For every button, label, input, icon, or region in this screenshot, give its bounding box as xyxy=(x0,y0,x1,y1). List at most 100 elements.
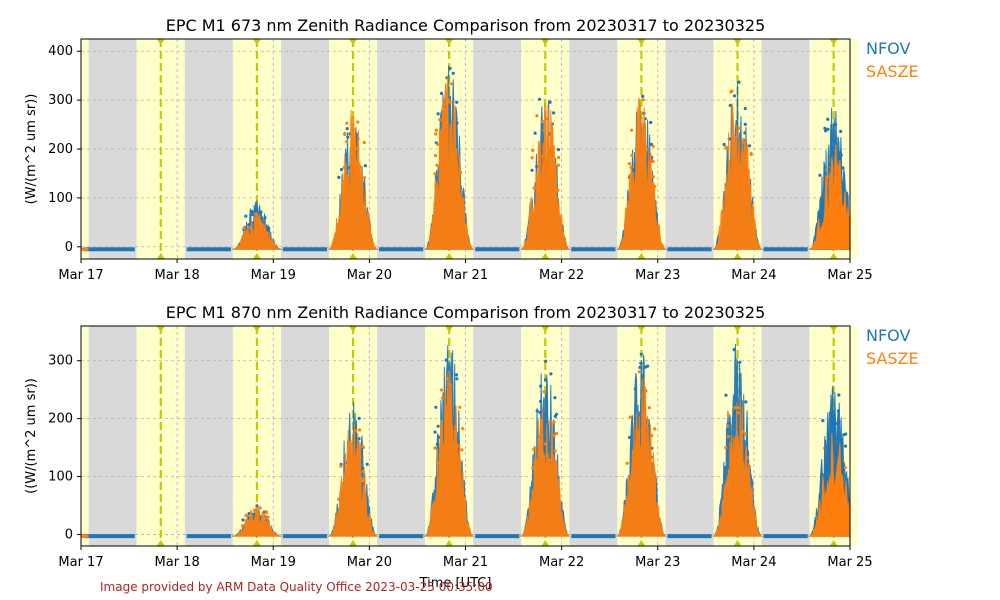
solar-noon-marker-bottom xyxy=(156,540,165,546)
solar-noon-marker-top xyxy=(156,326,165,332)
sasze-point xyxy=(264,511,268,515)
nfov-point xyxy=(743,106,747,111)
sasze-point xyxy=(532,186,536,190)
sasze-point xyxy=(743,432,748,436)
solar-noon-marker-top xyxy=(829,326,838,332)
sasze-point xyxy=(457,444,461,448)
sasze-point xyxy=(543,442,548,446)
chart-title: EPC M1 673 nm Zenith Radiance Comparison… xyxy=(166,16,766,35)
sasze-point xyxy=(450,82,454,86)
solar-noon-marker-bottom xyxy=(541,253,550,259)
x-tick-label: Mar 25 xyxy=(827,268,872,283)
sasze-point xyxy=(243,230,248,234)
nfov-point xyxy=(837,393,841,397)
nfov-point xyxy=(250,210,254,214)
solar-noon-marker-bottom xyxy=(252,253,261,259)
solar-noon-marker-bottom xyxy=(829,540,838,546)
nfov-point xyxy=(549,372,553,376)
sasze-point xyxy=(440,396,444,400)
x-tick-label: Mar 22 xyxy=(539,268,584,283)
nfov-point xyxy=(337,175,341,179)
solar-noon-marker-top xyxy=(829,39,838,45)
y-tick-label: 0 xyxy=(65,240,73,255)
sasze-point xyxy=(259,228,264,232)
chart-title: EPC M1 870 nm Zenith Radiance Comparison… xyxy=(166,303,766,322)
sasze-day-trace xyxy=(712,396,764,538)
solar-noon-marker-top xyxy=(541,39,550,45)
sasze-point xyxy=(361,445,365,449)
data-layer xyxy=(81,65,850,252)
nfov-point xyxy=(363,164,367,168)
solar-noon-marker-top xyxy=(733,326,742,332)
nfov-point xyxy=(439,91,444,95)
sasze-point xyxy=(361,469,366,474)
sasze-point xyxy=(244,513,248,518)
sasze-point xyxy=(644,443,649,447)
night-band xyxy=(761,326,810,546)
nfov-point xyxy=(539,384,543,388)
sasze-day-trace xyxy=(521,102,571,250)
x-tick-label: Mar 18 xyxy=(155,555,200,570)
sasze-point xyxy=(544,117,549,121)
y-tick-label: 100 xyxy=(48,191,73,206)
sasze-point xyxy=(650,434,654,438)
sasze-point xyxy=(539,439,543,443)
solar-noon-marker-top xyxy=(349,326,358,332)
y-tick-label: 300 xyxy=(48,354,73,369)
sasze-point xyxy=(741,139,745,143)
sasze-day-trace xyxy=(616,375,667,537)
x-axis-label: Time [UTC] xyxy=(419,576,492,591)
sasze-point xyxy=(437,461,441,465)
solar-noon-marker-top xyxy=(252,326,261,332)
legend-entry-nfov: NFOV xyxy=(866,326,910,345)
nfov-point xyxy=(639,361,643,365)
solar-noon-marker-top xyxy=(733,39,742,45)
sasze-point xyxy=(356,120,360,124)
sasze-point xyxy=(446,98,450,102)
sasze-point xyxy=(354,429,358,433)
x-tick-label: Mar 21 xyxy=(443,268,488,283)
sasze-point xyxy=(353,463,357,468)
solar-noon-marker-top xyxy=(445,326,454,332)
sasze-point xyxy=(541,154,545,158)
nfov-point xyxy=(434,405,438,409)
legend-entry-nfov: NFOV xyxy=(866,39,910,58)
sasze-point xyxy=(535,114,539,118)
sasze-point xyxy=(362,140,366,145)
nfov-point xyxy=(259,210,263,214)
solar-noon-marker-bottom xyxy=(637,253,646,259)
sasze-point xyxy=(354,147,358,151)
nfov-point xyxy=(241,518,245,522)
night-band xyxy=(569,326,618,546)
sasze-day-trace xyxy=(808,433,850,537)
nfov-point xyxy=(361,466,365,470)
sasze-day-trace xyxy=(519,408,571,537)
x-tick-label: Mar 22 xyxy=(539,555,584,570)
solar-noon-marker-bottom xyxy=(156,253,165,259)
panel-870nm: 0 100 200 300 Mar 17 Mar 18 Mar 19 Mar 20 Mar 21… xyxy=(24,303,919,591)
nfov-point xyxy=(535,409,539,413)
sasze-point xyxy=(261,512,266,516)
sasze-point xyxy=(653,427,657,431)
sasze-point xyxy=(362,176,367,180)
nfov-point xyxy=(451,71,455,75)
solar-noon-marker-bottom xyxy=(252,540,261,546)
y-axis-label: (W/(m^2 um sr)) xyxy=(24,94,39,205)
nfov-point xyxy=(263,216,267,220)
sasze-point xyxy=(439,388,444,392)
solar-noon-marker-top xyxy=(252,39,261,45)
sasze-point xyxy=(532,447,536,451)
night-band xyxy=(88,326,137,546)
nfov-point xyxy=(728,103,732,107)
nfov-point xyxy=(839,129,843,133)
sasze-point xyxy=(241,235,245,239)
solar-noon-marker-bottom xyxy=(349,253,358,259)
solar-noon-marker-bottom xyxy=(637,540,646,546)
x-axis: Mar 17 Mar 18 Mar 19 Mar 20 Mar 21 Mar 22 Mar … xyxy=(58,259,873,283)
sasze-point xyxy=(85,534,89,538)
sasze-point xyxy=(745,456,750,460)
sasze-point xyxy=(433,154,438,158)
night-band xyxy=(184,326,233,546)
sasze-point xyxy=(346,465,350,469)
nfov-point xyxy=(632,168,636,172)
